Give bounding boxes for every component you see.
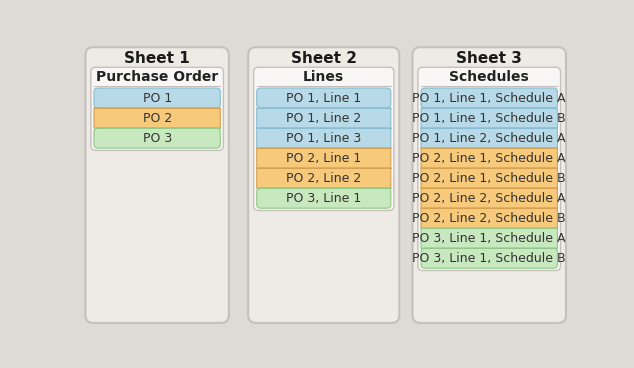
Text: PO 1, Line 2: PO 1, Line 2 [286, 112, 361, 125]
FancyBboxPatch shape [421, 188, 557, 208]
FancyBboxPatch shape [421, 148, 557, 168]
Text: PO 3, Line 1, Schedule B: PO 3, Line 1, Schedule B [412, 252, 566, 265]
FancyBboxPatch shape [418, 67, 560, 270]
FancyBboxPatch shape [257, 88, 391, 108]
FancyBboxPatch shape [257, 188, 391, 208]
FancyBboxPatch shape [94, 128, 220, 148]
FancyBboxPatch shape [257, 108, 391, 128]
FancyBboxPatch shape [254, 67, 394, 210]
Text: PO 1, Line 1, Schedule A: PO 1, Line 1, Schedule A [413, 92, 566, 105]
Text: PO 2, Line 2, Schedule A: PO 2, Line 2, Schedule A [413, 192, 566, 205]
FancyBboxPatch shape [86, 47, 229, 323]
FancyBboxPatch shape [421, 228, 557, 248]
FancyBboxPatch shape [257, 168, 391, 188]
Text: PO 2, Line 1, Schedule A: PO 2, Line 1, Schedule A [413, 152, 566, 164]
Text: Sheet 1: Sheet 1 [124, 50, 190, 66]
FancyBboxPatch shape [257, 128, 391, 148]
Text: PO 3: PO 3 [143, 132, 172, 145]
FancyBboxPatch shape [413, 47, 566, 323]
Text: PO 1, Line 1, Schedule B: PO 1, Line 1, Schedule B [412, 112, 566, 125]
Text: PO 2, Line 2: PO 2, Line 2 [286, 171, 361, 185]
Text: PO 2, Line 1, Schedule B: PO 2, Line 1, Schedule B [412, 171, 566, 185]
Text: PO 1, Line 1: PO 1, Line 1 [286, 92, 361, 105]
FancyBboxPatch shape [421, 128, 557, 148]
Text: Sheet 3: Sheet 3 [456, 50, 522, 66]
Text: PO 1: PO 1 [143, 92, 172, 105]
FancyBboxPatch shape [94, 88, 220, 108]
Text: Purchase Order: Purchase Order [96, 70, 218, 84]
Text: Schedules: Schedules [450, 70, 529, 84]
Text: PO 2, Line 1: PO 2, Line 1 [286, 152, 361, 164]
Text: PO 3, Line 1, Schedule A: PO 3, Line 1, Schedule A [413, 232, 566, 245]
Text: PO 1, Line 3: PO 1, Line 3 [286, 132, 361, 145]
FancyBboxPatch shape [248, 47, 399, 323]
FancyBboxPatch shape [94, 108, 220, 128]
FancyBboxPatch shape [421, 248, 557, 268]
FancyBboxPatch shape [421, 208, 557, 228]
Text: PO 2, Line 2, Schedule B: PO 2, Line 2, Schedule B [412, 212, 566, 225]
FancyBboxPatch shape [421, 108, 557, 128]
Text: PO 3, Line 1: PO 3, Line 1 [286, 192, 361, 205]
Text: PO 1, Line 2, Schedule A: PO 1, Line 2, Schedule A [413, 132, 566, 145]
Text: PO 2: PO 2 [143, 112, 172, 125]
FancyBboxPatch shape [91, 67, 223, 151]
FancyBboxPatch shape [421, 88, 557, 108]
FancyBboxPatch shape [421, 168, 557, 188]
Text: Lines: Lines [303, 70, 344, 84]
Text: Sheet 2: Sheet 2 [291, 50, 357, 66]
FancyBboxPatch shape [257, 148, 391, 168]
